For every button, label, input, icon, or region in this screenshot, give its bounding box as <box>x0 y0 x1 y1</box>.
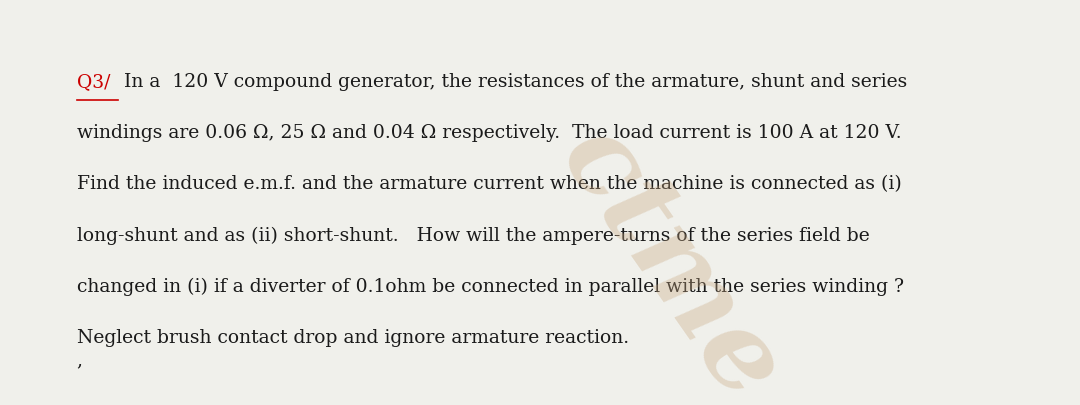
Text: long-shunt and as (ii) short-shunt.   How will the ampere-turns of the series fi: long-shunt and as (ii) short-shunt. How … <box>77 226 869 244</box>
Text: In a  120 V compound generator, the resistances of the armature, shunt and serie: In a 120 V compound generator, the resis… <box>123 72 907 91</box>
Text: Q3/: Q3/ <box>77 72 110 91</box>
Text: Find the induced e.m.f. and the armature current when the machine is connected a: Find the induced e.m.f. and the armature… <box>77 175 902 193</box>
Text: Neglect brush contact drop and ignore armature reaction.: Neglect brush contact drop and ignore ar… <box>77 328 629 346</box>
Text: ctme: ctme <box>538 107 801 405</box>
Text: changed in (i) if a diverter of 0.1ohm be connected in parallel with the series : changed in (i) if a diverter of 0.1ohm b… <box>77 277 904 295</box>
Text: ,: , <box>77 350 82 368</box>
Text: windings are 0.06 Ω, 25 Ω and 0.04 Ω respectively.  The load current is 100 A at: windings are 0.06 Ω, 25 Ω and 0.04 Ω res… <box>77 124 901 142</box>
